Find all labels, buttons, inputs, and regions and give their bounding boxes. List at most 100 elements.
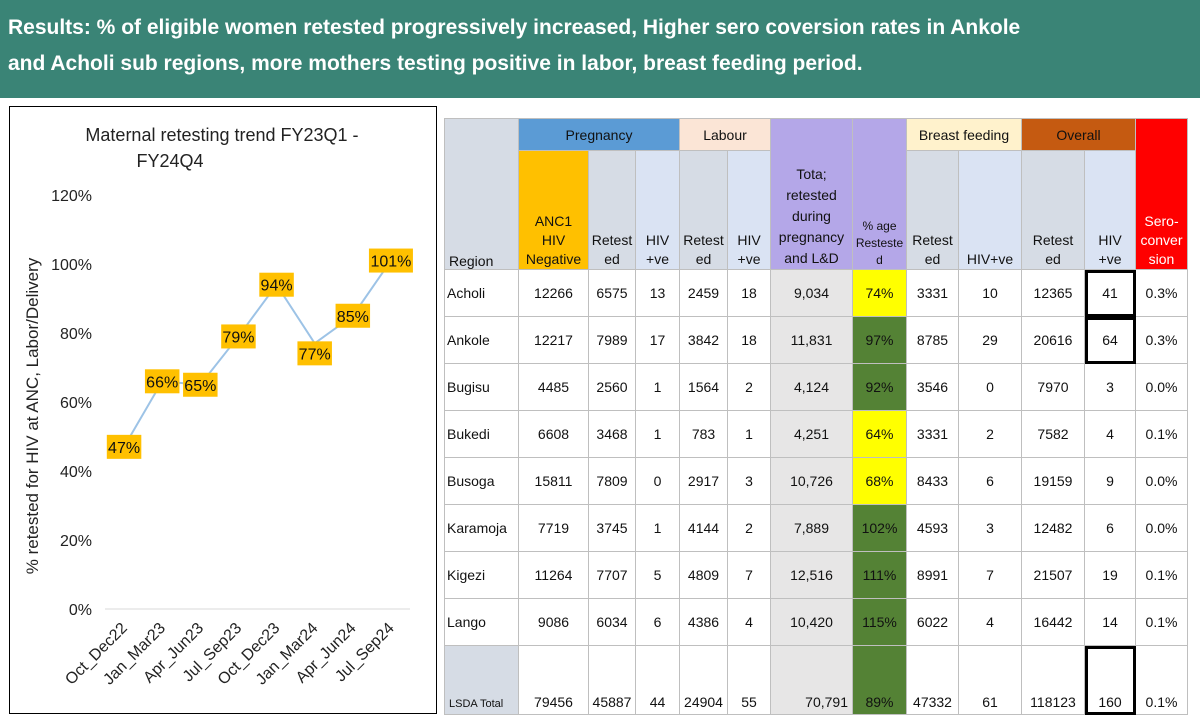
cell-bf-retested: 3331: [906, 269, 959, 317]
cell-preg-retested: 3745: [588, 504, 636, 552]
chart-title-line-1: Maternal retesting trend FY23Q1 -: [85, 125, 358, 145]
group-breastfeeding: Breast feeding: [906, 118, 1022, 151]
cell-region: Lango: [444, 598, 519, 646]
cell-seroconversion: 0.0%: [1135, 457, 1188, 505]
y-tick-labels: 0% 20% 40% 60% 80% 100% 120%: [51, 188, 92, 619]
y-tick-label: 60%: [60, 395, 92, 412]
x-tick-labels: Oct_Dec22Jan_Mar23Apr_Jun23Jul_Sep23Oct_…: [62, 620, 398, 689]
table-body: Acholi 12266 6575 13 2459 18 9,034 74% 3331 10 123…: [444, 269, 1188, 646]
cell-preg-hiv: 13: [635, 269, 680, 317]
data-labels: 47% 66% 65% 79% 94% 77% 85% 101%: [106, 248, 413, 459]
cell-seroconversion: 0.1%: [1135, 410, 1188, 458]
cell-seroconversion: 0.1%: [1135, 551, 1188, 599]
cell-overall-hiv: 4: [1084, 410, 1136, 458]
cell-overall-hiv: 14: [1084, 598, 1136, 646]
y-tick-label: 120%: [51, 188, 92, 205]
cell-labour-hiv: 7: [727, 551, 771, 599]
cell-pct: 102%: [852, 504, 907, 552]
data-point: 94%: [259, 272, 294, 297]
cell-region: Karamoja: [444, 504, 519, 552]
total-cell-bf-hiv: 61: [958, 645, 1022, 715]
cell-total-retested: 10,726: [770, 457, 853, 505]
data-label-bg: [297, 341, 332, 366]
cell-labour-retested: 2459: [679, 269, 728, 317]
results-banner: Results: % of eligible women retested pr…: [0, 0, 1200, 98]
header-total-retested: Tota; retested during pregnancy and L&D: [770, 118, 853, 270]
cell-labour-retested: 1564: [679, 363, 728, 411]
group-labour: Labour: [679, 118, 771, 151]
total-cell-bf-retested: 47332: [906, 645, 959, 715]
cell-total-retested: 9,034: [770, 269, 853, 317]
data-point: 101%: [368, 248, 413, 273]
cell-region: Ankole: [444, 316, 519, 364]
cell-preg-retested: 7809: [588, 457, 636, 505]
data-label-bg: [335, 303, 371, 328]
header-labour-hiv: HIV +ve: [727, 150, 771, 270]
table-row: Bukedi 6608 3468 1 783 1 4,251 64% 3331 2 7582 4 0.1…: [444, 410, 1188, 458]
cell-anc1: 9086: [518, 598, 589, 646]
cell-labour-retested: 2917: [679, 457, 728, 505]
cell-bf-hiv: 6: [958, 457, 1022, 505]
header-overall-retested: Retest ed: [1021, 150, 1085, 270]
cell-bf-retested: 6022: [906, 598, 959, 646]
cell-region: Kigezi: [444, 551, 519, 599]
cell-bf-hiv: 3: [958, 504, 1022, 552]
cell-anc1: 12266: [518, 269, 589, 317]
cell-overall-hiv: 3: [1084, 363, 1136, 411]
data-label: 85%: [337, 309, 369, 326]
cell-overall-retested: 19159: [1021, 457, 1085, 505]
cell-preg-hiv: 17: [635, 316, 680, 364]
cell-preg-hiv: 1: [635, 504, 680, 552]
cell-overall-retested: 7970: [1021, 363, 1085, 411]
data-label: 77%: [299, 346, 331, 363]
cell-bf-hiv: 4: [958, 598, 1022, 646]
cell-pct: 92%: [852, 363, 907, 411]
cell-labour-retested: 4386: [679, 598, 728, 646]
header-pregnancy-retested: Retest ed: [588, 150, 636, 270]
cell-preg-retested: 6575: [588, 269, 636, 317]
cell-preg-hiv: 1: [635, 410, 680, 458]
cell-total-retested: 7,889: [770, 504, 853, 552]
cell-region: Busoga: [444, 457, 519, 505]
cell-pct: 64%: [852, 410, 907, 458]
header-region: Region: [444, 118, 519, 270]
cell-anc1: 7719: [518, 504, 589, 552]
header-labour-retested: Retest ed: [679, 150, 728, 270]
banner-line-1: Results: % of eligible women retested pr…: [8, 16, 1021, 39]
cell-pct: 74%: [852, 269, 907, 317]
cell-pct: 68%: [852, 457, 907, 505]
data-label: 79%: [222, 329, 254, 346]
header-overall-hiv: HIV +ve: [1084, 150, 1136, 270]
data-point: 47%: [106, 434, 142, 459]
cell-preg-hiv: 1: [635, 363, 680, 411]
cell-bf-hiv: 0: [958, 363, 1022, 411]
cell-anc1: 12217: [518, 316, 589, 364]
header-anc1-negative: ANC1 HIV Negative: [518, 150, 589, 270]
data-point: 65%: [183, 372, 218, 397]
cell-seroconversion: 0.3%: [1135, 269, 1188, 317]
data-label-bg: [183, 372, 218, 397]
retesting-series-line: [123, 259, 392, 448]
cell-labour-hiv: 2: [727, 363, 771, 411]
cell-seroconversion: 0.3%: [1135, 316, 1188, 364]
data-label: 66%: [146, 374, 178, 391]
cell-labour-retested: 783: [679, 410, 728, 458]
cell-labour-hiv: 4: [727, 598, 771, 646]
total-cell-seroconversion: 0.1%: [1135, 645, 1188, 715]
cell-region: Bugisu: [444, 363, 519, 411]
total-cell-overall-retested: 118123: [1021, 645, 1085, 715]
cell-bf-hiv: 7: [958, 551, 1022, 599]
cell-labour-retested: 3842: [679, 316, 728, 364]
table-row: Acholi 12266 6575 13 2459 18 9,034 74% 3331 10 123…: [444, 269, 1188, 317]
cell-preg-hiv: 5: [635, 551, 680, 599]
y-tick-label: 100%: [51, 257, 92, 274]
data-label-bg: [259, 272, 294, 297]
cell-total-retested: 4,251: [770, 410, 853, 458]
cell-bf-hiv: 10: [958, 269, 1022, 317]
y-tick-label: 0%: [69, 602, 92, 619]
cell-seroconversion: 0.0%: [1135, 363, 1188, 411]
banner-line-2: and Acholi sub regions, more mothers tes…: [8, 52, 863, 75]
cell-total-retested: 10,420: [770, 598, 853, 646]
cell-labour-hiv: 18: [727, 316, 771, 364]
cell-bf-retested: 8433: [906, 457, 959, 505]
